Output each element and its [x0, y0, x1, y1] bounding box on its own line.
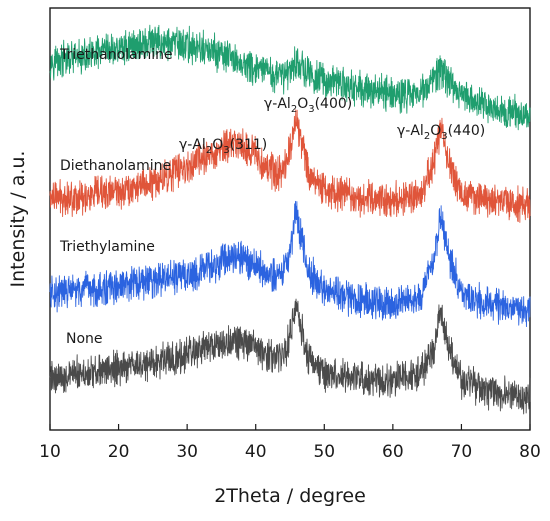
peak-label-440: γ-Al2O3(440) — [397, 123, 485, 142]
x-tick-label-70: 70 — [451, 442, 473, 462]
x-tick-label-40: 40 — [245, 442, 267, 462]
series-label-triethylamine: Triethylamine — [59, 239, 155, 255]
x-axis: 10 20 30 40 50 60 70 80 — [39, 424, 541, 462]
x-tick-label-50: 50 — [313, 442, 335, 462]
peak-label-400: γ-Al2O3(400) — [264, 96, 352, 115]
x-axis-title: 2Theta / degree — [214, 485, 366, 507]
series-label-none: None — [66, 331, 103, 347]
x-tick-label-60: 60 — [382, 442, 404, 462]
series-line-triethanolamine — [49, 24, 531, 131]
series-line-triethylamine — [49, 200, 531, 328]
x-tick-label-30: 30 — [176, 442, 198, 462]
series-label-diethanolamine: Diethanolamine — [60, 158, 171, 174]
y-axis-title: Intensity / a.u. — [7, 151, 29, 288]
series-label-triethanolamine: Triethanolamine — [59, 47, 173, 63]
series-layer — [49, 24, 531, 415]
series-line-diethanolamine — [49, 109, 531, 223]
plot-frame — [49, 7, 531, 431]
series-line-none — [49, 298, 531, 415]
x-tick-label-20: 20 — [108, 442, 130, 462]
x-tick-label-10: 10 — [39, 442, 61, 462]
x-tick-label-80: 80 — [519, 442, 541, 462]
peak-label-311: γ-Al2O3(311) — [179, 137, 267, 156]
